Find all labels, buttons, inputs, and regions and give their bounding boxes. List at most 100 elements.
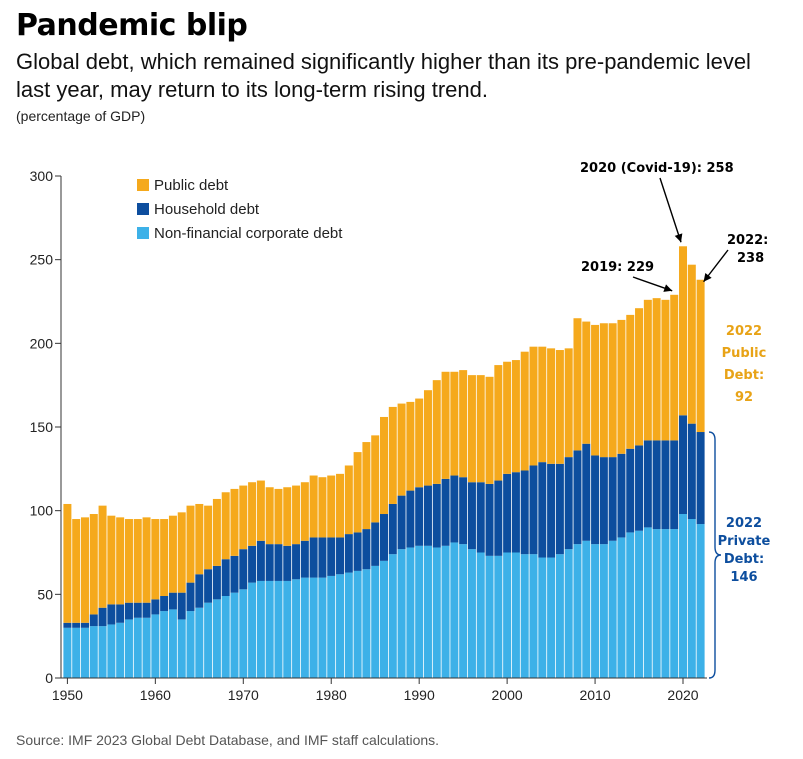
bar-household [143,603,151,618]
bar-household [433,484,441,548]
bar-household [151,599,159,614]
bar-corporate [239,589,247,678]
bar-household [90,614,98,626]
x-axis: 1950 1960 1970 1980 1990 2000 2010 2020 [52,678,707,703]
bar-household [310,537,318,577]
bar-public [530,347,538,466]
source-note: Source: IMF 2023 Global Debt Database, a… [16,732,439,748]
bar-public [503,362,511,474]
stacked-bar-chart: 050100150200250300 1950 1960 1970 1980 1990 2… [0,0,803,759]
bar-public [600,323,608,457]
bar-corporate [72,628,80,678]
bar-household [134,603,142,618]
y-tick-label: 0 [45,670,53,686]
bar-public [670,295,678,441]
bar-public [486,377,494,484]
bar-public [468,375,476,482]
annotation-2020-arrow-line [660,178,681,242]
bar-corporate [477,553,485,679]
bar-household [565,457,573,549]
x-tick-label: 1970 [228,687,259,703]
bar-household [415,487,423,546]
bar-corporate [143,618,151,678]
bar-public [107,516,115,605]
public-debt-label-line: Public [722,346,767,361]
bar-corporate [398,549,406,678]
bar-corporate [389,554,397,678]
bar-household [283,546,291,581]
bar-corporate [187,611,195,678]
y-tick-label: 50 [37,586,53,602]
bar-household [354,532,362,570]
bar-household [362,529,370,569]
bar-public [573,318,581,450]
bar-public [459,370,467,477]
x-tick-label: 2000 [492,687,523,703]
bar-household [327,537,335,575]
bar-public [301,482,309,541]
bar-corporate [617,537,625,678]
bar-public [125,519,133,603]
bar-household [301,541,309,578]
bar-corporate [521,554,529,678]
side-labels: 2022PublicDebt:922022PrivateDebt:146 [709,324,771,678]
bar-public [644,300,652,441]
bar-household [424,486,432,546]
bar-corporate [213,599,221,678]
annotation-2022-label: 2022: [727,233,768,248]
bar-public [266,487,274,544]
bar-household [292,544,300,579]
bar-corporate [301,578,309,678]
bar-household [389,504,397,554]
bar-corporate [116,623,124,678]
bar-corporate [538,558,546,678]
bar-corporate [151,614,159,678]
bar-public [187,506,195,583]
bar-public [72,519,80,623]
bar-public [635,308,643,445]
bar-public [81,517,89,622]
bar-corporate [644,527,652,678]
bar-corporate [653,529,661,678]
bar-corporate [230,593,238,678]
bar-household [635,445,643,530]
x-tick-label: 1980 [316,687,347,703]
bar-household [116,604,124,622]
bar-household [494,481,502,556]
bar-household [503,474,511,553]
bar-corporate [670,529,678,678]
bar-public [661,300,669,441]
bar-household [169,593,177,610]
bar-corporate [626,532,634,678]
bar-household [204,569,212,602]
bar-corporate [354,571,362,678]
bar-corporate [336,574,344,678]
y-tick-label: 100 [30,503,54,519]
bar-public [398,404,406,496]
bar-household [398,496,406,550]
bars-layer [63,246,704,678]
bar-corporate [582,541,590,678]
legend-corporate-label: Non-financial corporate debt [154,225,343,242]
bar-corporate [63,628,71,678]
bar-public [591,325,599,456]
private-debt-label-line: Private [718,534,771,549]
bar-public [292,486,300,545]
bar-public [494,365,502,480]
y-tick-label: 200 [30,335,54,351]
bar-household [213,566,221,599]
bar-public [134,519,142,603]
bar-corporate [688,519,696,678]
bar-corporate [107,624,115,678]
bar-public [195,504,203,574]
bar-household [512,472,520,552]
bar-public [653,298,661,440]
bar-household [477,482,485,552]
annotations: 2020 (Covid-19): 258 2019: 229 2022: 238 [580,161,768,292]
private-debt-bracket [709,432,721,678]
bar-household [661,440,669,529]
bar-household [609,457,617,541]
bar-corporate [248,583,256,678]
bar-household [371,522,379,566]
bar-public [556,350,564,464]
